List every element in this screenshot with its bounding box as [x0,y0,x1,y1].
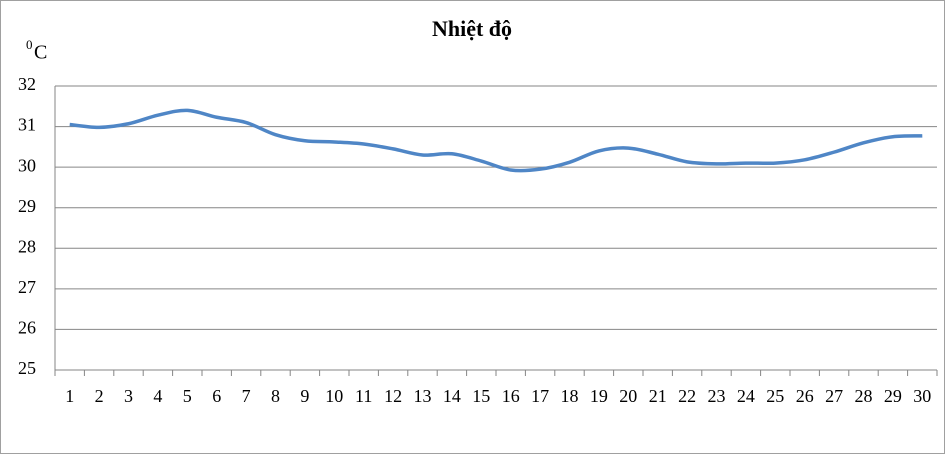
x-tick-label: 22 [678,386,696,406]
x-tick-label: 7 [242,386,251,406]
x-tick-label: 26 [796,386,814,406]
y-tick-label: 29 [18,196,36,216]
x-tick-label: 3 [124,386,133,406]
y-unit-sup: 0 [26,37,33,52]
x-tick-label: 29 [884,386,902,406]
x-tick-label: 12 [384,386,402,406]
y-tick-label: 26 [18,318,36,338]
y-tick-label: 30 [18,155,36,175]
y-tick-label: 27 [18,277,36,297]
x-tick-label: 15 [472,386,490,406]
x-tick-label: 6 [212,386,221,406]
x-tick-label: 19 [590,386,608,406]
x-tick-label: 21 [649,386,667,406]
x-tick-label: 1 [65,386,74,406]
y-unit: C [34,42,47,64]
x-tick-label: 18 [561,386,579,406]
x-tick-label: 10 [325,386,343,406]
x-tick-label: 9 [300,386,309,406]
y-tick-label: 32 [18,74,36,94]
y-tick-label: 28 [18,236,36,256]
x-tick-label: 13 [414,386,432,406]
chart-title: Nhiệt độ [432,16,512,41]
x-tick-label: 27 [825,386,843,406]
x-tick-label: 24 [737,386,755,406]
x-tick-label: 4 [153,386,162,406]
x-tick-label: 2 [95,386,104,406]
line-series [69,108,923,173]
y-tick-label: 25 [18,358,36,378]
x-tick-label: 23 [708,386,726,406]
x-tick-label: 20 [619,386,637,406]
y-tick-label: 31 [18,115,36,135]
x-tick-label: 14 [443,386,461,406]
x-tick-label: 16 [502,386,520,406]
x-tick-label: 11 [355,386,372,406]
x-tick-label: 17 [531,386,549,406]
x-tick-label: 28 [855,386,873,406]
x-tick-label: 5 [183,386,192,406]
x-tick-label: 25 [766,386,784,406]
x-tick-label: 30 [913,386,931,406]
x-tick-label: 8 [271,386,280,406]
